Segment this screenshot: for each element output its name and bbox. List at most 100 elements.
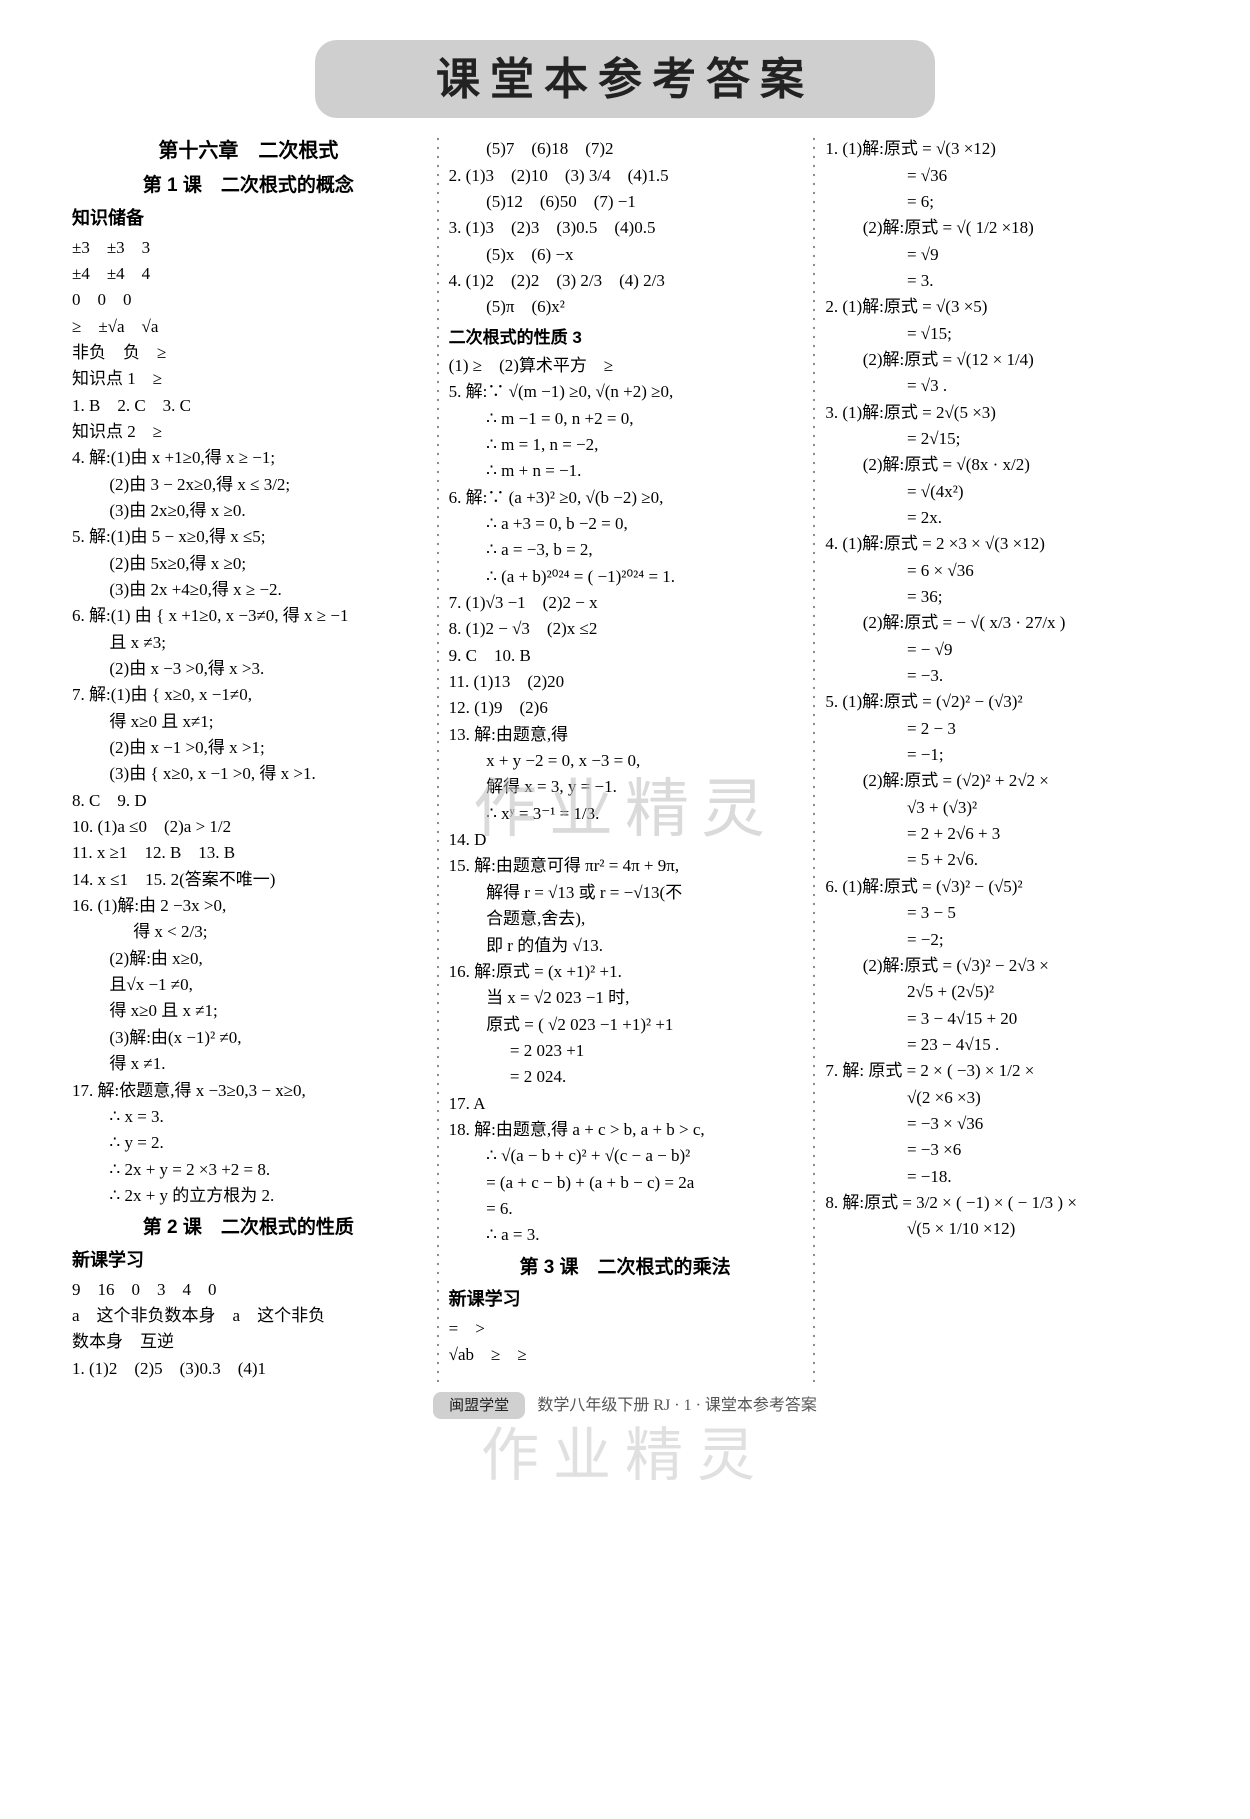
item-18-sub: ∴ √(a − b + c)² + √(c − a − b)²	[449, 1143, 802, 1169]
item-1-sub: = √9	[825, 242, 1178, 268]
item-3-sub: = √(4x²)	[825, 479, 1178, 505]
text-line: √ab ≥ ≥	[449, 1342, 802, 1368]
item-6-sub: 2√5 + (2√5)²	[825, 979, 1178, 1005]
item-16-sub: 且√x −1 ≠0,	[72, 972, 425, 998]
item-16-sub: = 2 023 +1	[449, 1038, 802, 1064]
item-7: 7. 解:(1)由 { x≥0, x −1≠0,	[72, 682, 425, 708]
item-3-sub: = 2√15;	[825, 426, 1178, 452]
text-line: 1. B 2. C 3. C	[72, 393, 425, 419]
item-5: 5. 解:(1)由 5 − x≥0,得 x ≤5;	[72, 524, 425, 550]
item-16-sub: 原式 = ( √2 023 −1 +1)² +1	[449, 1012, 802, 1038]
item-1-sub: = 3.	[825, 268, 1178, 294]
item-16: 16. 解:原式 = (x +1)² +1.	[449, 959, 802, 985]
text-line: 0 0 0	[72, 287, 425, 313]
text-line: a 这个非负数本身 a 这个非负	[72, 1303, 425, 1329]
text-line: (1) ≥ (2)算术平方 ≥	[449, 353, 802, 379]
item-16-sub: 当 x = √2 023 −1 时,	[449, 985, 802, 1011]
item-2-sub: = √3 .	[825, 373, 1178, 399]
item-1-sub: (2)解:原式 = √( 1/2 ×18)	[825, 215, 1178, 241]
text-line: 9. C 10. B	[449, 643, 802, 669]
item-5-sub: = −1;	[825, 742, 1178, 768]
text-line: 10. (1)a ≤0 (2)a > 1/2	[72, 814, 425, 840]
item-16: 16. (1)解:由 2 −3x >0,	[72, 893, 425, 919]
item-1-sub: = √36	[825, 163, 1178, 189]
item-6: 6. 解:(1) 由 { x +1≥0, x −3≠0, 得 x ≥ −1	[72, 603, 425, 629]
text-line: 17. A	[449, 1091, 802, 1117]
item-13-sub: 解得 x = 3, y = −1.	[449, 774, 802, 800]
item-2-sub: (2)解:原式 = √(12 × 1/4)	[825, 347, 1178, 373]
text-line: 1. (1)2 (2)5 (3)0.3 (4)1	[72, 1356, 425, 1382]
text-line: 2. (1)3 (2)10 (3) 3/4 (4)1.5	[449, 163, 802, 189]
item-5-sub: (3)由 2x +4≥0,得 x ≥ −2.	[72, 577, 425, 603]
item-13-sub: x + y −2 = 0, x −3 = 0,	[449, 748, 802, 774]
item-5-sub: √3 + (√3)²	[825, 795, 1178, 821]
item-1-sub: = 6;	[825, 189, 1178, 215]
watermark-bottom: 作业精灵	[60, 1411, 1190, 1501]
item-7-sub: (2)由 x −1 >0,得 x >1;	[72, 735, 425, 761]
column-3: 1. (1)解:原式 = √(3 ×12) = √36 = 6; (2)解:原式…	[813, 136, 1190, 1382]
item-6-sub: (2)解:原式 = (√3)² − 2√3 ×	[825, 953, 1178, 979]
column-2: (5)7 (6)18 (7)2 2. (1)3 (2)10 (3) 3/4 (4…	[437, 136, 814, 1382]
item-16-sub: 得 x < 2/3;	[72, 919, 425, 945]
text-line: ±3 ±3 3	[72, 235, 425, 261]
chapter-title: 第十六章 二次根式	[72, 136, 425, 167]
item-5-sub: ∴ m = 1, n = −2,	[449, 432, 802, 458]
item-18-sub: = (a + c − b) + (a + b − c) = 2a	[449, 1170, 802, 1196]
item-2-sub: = √15;	[825, 321, 1178, 347]
item-5-sub: = 2 − 3	[825, 716, 1178, 742]
item-16-sub: (2)解:由 x≥0,	[72, 946, 425, 972]
text-line: 11. (1)13 (2)20	[449, 669, 802, 695]
item-6: 6. (1)解:原式 = (√3)² − (√5)²	[825, 874, 1178, 900]
item-16-sub: (3)解:由(x −1)² ≠0,	[72, 1025, 425, 1051]
text-line: 3. (1)3 (2)3 (3)0.5 (4)0.5	[449, 215, 802, 241]
text-line: 知识点 2 ≥	[72, 419, 425, 445]
item-17: 17. 解:依题意,得 x −3≥0,3 − x≥0,	[72, 1078, 425, 1104]
item-17-sub: ∴ 2x + y 的立方根为 2.	[72, 1183, 425, 1209]
item-15-sub: 解得 r = √13 或 r = −√13(不	[449, 880, 802, 906]
item-2: 2. (1)解:原式 = √(3 ×5)	[825, 294, 1178, 320]
text-line: 14. D	[449, 827, 802, 853]
item-5-sub: (2)解:原式 = (√2)² + 2√2 ×	[825, 768, 1178, 794]
text-line: 8. C 9. D	[72, 788, 425, 814]
section-xinkexuexi: 新课学习	[449, 1286, 802, 1314]
item-6-sub: = 23 − 4√15 .	[825, 1032, 1178, 1058]
item-6-sub: = 3 − 5	[825, 900, 1178, 926]
item-5: 5. 解:∵ √(m −1) ≥0, √(n +2) ≥0,	[449, 379, 802, 405]
item-4-sub: (2)解:原式 = − √( x/3 · 27/x )	[825, 610, 1178, 636]
item-7-sub: = −3 ×6	[825, 1137, 1178, 1163]
item-4-sub: (2)由 3 − 2x≥0,得 x ≤ 3/2;	[72, 472, 425, 498]
text-line: 数本身 互逆	[72, 1329, 425, 1355]
item-13: 13. 解:由题意,得	[449, 722, 802, 748]
item-13-sub: ∴ xʸ = 3⁻¹ = 1/3.	[449, 801, 802, 827]
item-4: 4. (1)解:原式 = 2 ×3 × √(3 ×12)	[825, 531, 1178, 557]
text-line: 7. (1)√3 −1 (2)2 − x	[449, 590, 802, 616]
item-5: 5. (1)解:原式 = (√2)² − (√3)²	[825, 689, 1178, 715]
text-line: 8. (1)2 − √3 (2)x ≤2	[449, 616, 802, 642]
item-17-sub: ∴ 2x + y = 2 ×3 +2 = 8.	[72, 1157, 425, 1183]
item-15: 15. 解:由题意可得 πr² = 4π + 9π,	[449, 853, 802, 879]
item-6-sub: 且 x ≠3;	[72, 630, 425, 656]
item-6-sub: ∴ (a + b)²⁰²⁴ = ( −1)²⁰²⁴ = 1.	[449, 564, 802, 590]
section-xinkexuexi: 新课学习	[72, 1247, 425, 1275]
item-16-sub: 得 x≥0 且 x ≠1;	[72, 998, 425, 1024]
item-5-sub: (2)由 5x≥0,得 x ≥0;	[72, 551, 425, 577]
text-line: (5)π (6)x²	[449, 294, 802, 320]
item-3-sub: = 2x.	[825, 505, 1178, 531]
item-1: 1. (1)解:原式 = √(3 ×12)	[825, 136, 1178, 162]
lesson-3-title: 第 3 课 二次根式的乘法	[449, 1253, 802, 1282]
item-3-sub: (2)解:原式 = √(8x · x/2)	[825, 452, 1178, 478]
item-6: 6. 解:∵ (a +3)² ≥0, √(b −2) ≥0,	[449, 485, 802, 511]
item-4: 4. 解:(1)由 x +1≥0,得 x ≥ −1;	[72, 445, 425, 471]
item-7-sub: 得 x≥0 且 x≠1;	[72, 709, 425, 735]
item-18-sub: = 6.	[449, 1196, 802, 1222]
lesson-1-title: 第 1 课 二次根式的概念	[72, 171, 425, 200]
text-line: 11. x ≥1 12. B 13. B	[72, 840, 425, 866]
text-line: 12. (1)9 (2)6	[449, 695, 802, 721]
item-7-sub: (3)由 { x≥0, x −1 >0, 得 x >1.	[72, 761, 425, 787]
item-4-sub: = 36;	[825, 584, 1178, 610]
item-17-sub: ∴ x = 3.	[72, 1104, 425, 1130]
item-6-sub: ∴ a +3 = 0, b −2 = 0,	[449, 511, 802, 537]
item-8: 8. 解:原式 = 3/2 × ( −1) × ( − 1/3 ) ×	[825, 1190, 1178, 1216]
item-6-sub: ∴ a = −3, b = 2,	[449, 537, 802, 563]
text-line: ≥ ±√a √a	[72, 314, 425, 340]
